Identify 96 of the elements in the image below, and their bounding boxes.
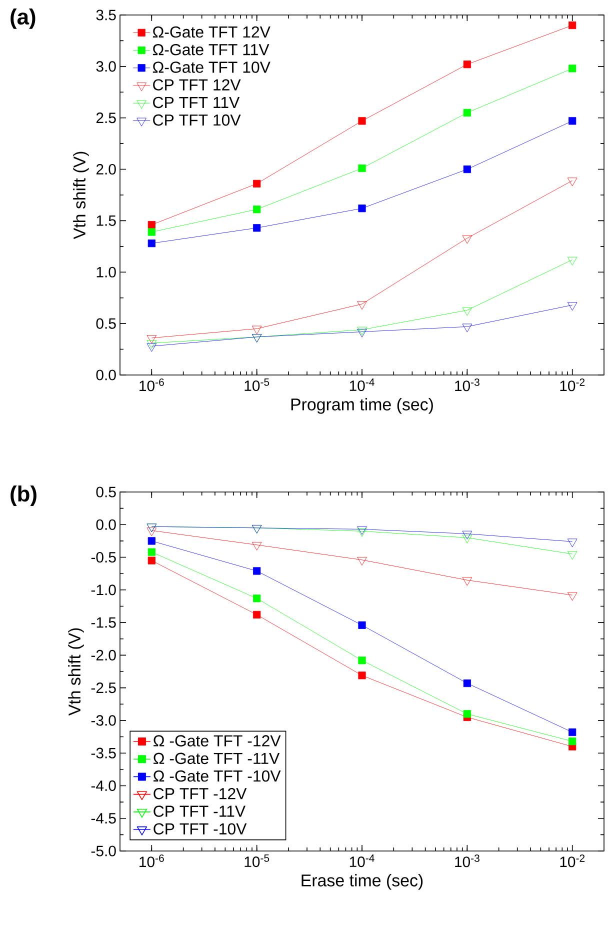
point (462, 577, 472, 586)
point (568, 117, 576, 125)
y-tick-label: 2.0 (96, 164, 116, 175)
legend-label: Ω -Gate TFT -10V (154, 770, 281, 782)
y-axis-title: Vth shift (V) (73, 152, 89, 240)
legend-label: Ω-Gate TFT 12V (152, 26, 270, 38)
x-tick-label: 10$^{-6}$ (140, 854, 164, 868)
x-tick-label: 10$^{-5}$ (244, 378, 270, 392)
point (358, 621, 366, 629)
legend-label: CP TFT 12V (153, 79, 241, 90)
y-tick-label: 0.0 (96, 370, 116, 380)
point (567, 178, 578, 186)
legend-label: CP TFT -10V (154, 823, 247, 835)
legend-label: Ω -Gate TFT -12V (154, 735, 281, 746)
y-tick-label: 0.0 (96, 519, 116, 530)
point (148, 548, 156, 556)
y-tick-label: -0.5 (91, 552, 116, 563)
legend-label: CP TFT -12V (154, 788, 247, 800)
point (463, 165, 471, 174)
point (358, 672, 366, 680)
point (148, 556, 156, 564)
x-axis-title: Erase time (sec) (302, 874, 423, 890)
point (568, 64, 576, 72)
point (253, 206, 261, 214)
point (357, 301, 367, 310)
y-tick-label: -3.0 (91, 715, 116, 726)
y-tick-label: -4.5 (91, 813, 116, 824)
point (462, 530, 472, 540)
point (148, 228, 156, 236)
point (462, 534, 472, 544)
legend-label: Ω-Gate TFT 11V (152, 44, 270, 56)
chart-title: (a) (10, 8, 36, 29)
point (567, 592, 578, 601)
point (148, 537, 156, 545)
y-tick-label: 3.0 (96, 61, 116, 72)
x-tick-label: 10$^{-2}$ (560, 378, 585, 392)
x-axis-title: Program time (sec) (291, 398, 433, 414)
legend-label: CP TFT 11V (153, 96, 240, 108)
point (568, 21, 576, 30)
point (567, 302, 578, 311)
point (358, 117, 366, 125)
point (146, 335, 157, 344)
point (253, 567, 261, 575)
point (253, 610, 261, 619)
point (463, 60, 471, 68)
x-tick-label: 10$^{-5}$ (244, 854, 270, 868)
point (463, 679, 471, 688)
legend-label: CP TFT -11V (154, 806, 246, 817)
y-tick-label: 1.5 (96, 215, 116, 226)
x-tick-label: 10$^{-2}$ (560, 854, 585, 868)
y-tick-label: -2.5 (91, 682, 116, 694)
point (567, 538, 578, 548)
x-tick-label: 10$^{-3}$ (455, 854, 480, 868)
point (253, 224, 261, 232)
y-axis-title: Vth shift (V) (68, 628, 84, 716)
x-tick-label: 10$^{-4}$ (350, 854, 374, 868)
point (148, 221, 156, 229)
point (567, 551, 578, 560)
point (146, 528, 157, 536)
point (358, 656, 366, 664)
y-tick-label: 3.5 (96, 10, 116, 20)
point (358, 164, 366, 172)
point (568, 738, 576, 746)
y-tick-label: -3.5 (91, 748, 116, 758)
y-tick-label: -5.0 (91, 846, 116, 856)
y-tick-label: -2.0 (91, 650, 116, 660)
point (462, 307, 472, 316)
point (146, 340, 157, 349)
legend-label: Ω -Gate TFT -11V (154, 752, 280, 764)
point (148, 240, 156, 248)
y-tick-label: -1.5 (91, 617, 116, 628)
y-tick-label: 2.5 (96, 112, 116, 124)
point (357, 556, 367, 566)
x-tick-label: 10$^{-3}$ (455, 378, 480, 392)
point (463, 108, 471, 117)
y-tick-label: -1.0 (91, 584, 116, 596)
y-tick-label: 1.0 (96, 266, 116, 278)
point (253, 594, 261, 602)
chart-title: (b) (10, 486, 36, 506)
legend-label: Ω-Gate TFT 10V (152, 62, 270, 73)
point (463, 710, 471, 718)
y-tick-label: -4.0 (91, 780, 116, 792)
point (253, 180, 261, 188)
point (252, 542, 262, 550)
point (568, 728, 576, 736)
point (567, 256, 578, 266)
legend-label: CP TFT 10V (153, 114, 241, 126)
y-tick-label: 0.5 (96, 486, 116, 498)
x-tick-label: 10$^{-4}$ (350, 378, 374, 392)
y-tick-label: 0.5 (96, 318, 116, 329)
point (252, 326, 262, 334)
point (146, 343, 157, 352)
x-tick-label: 10$^{-6}$ (140, 378, 164, 392)
point (462, 235, 472, 244)
point (358, 204, 366, 212)
point (462, 324, 472, 332)
